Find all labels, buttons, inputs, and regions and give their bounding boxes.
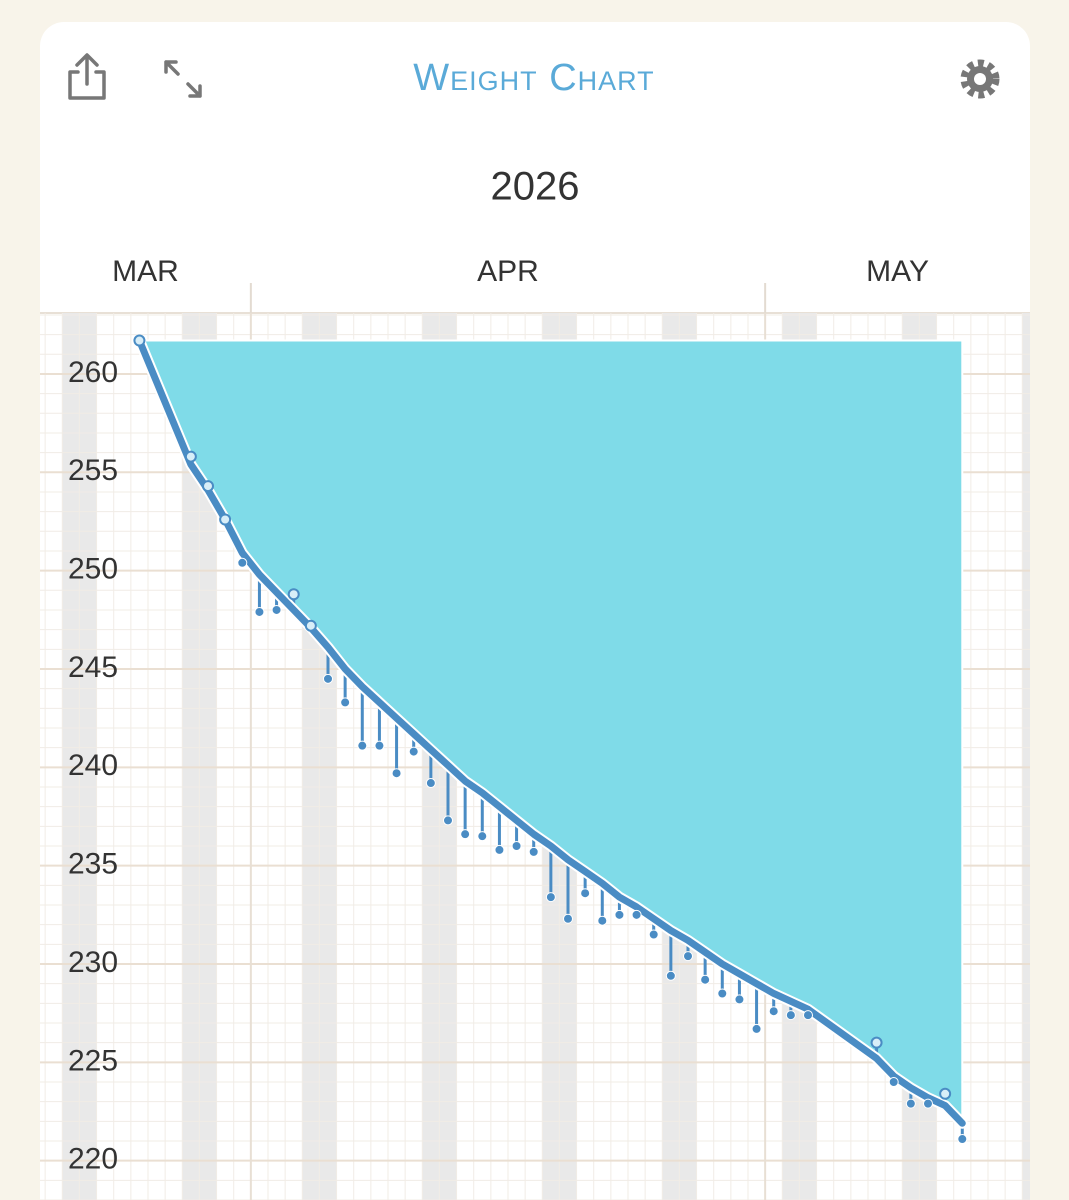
y-tick-label: 255 [68,454,118,487]
weight-point [511,840,522,851]
weight-point [683,951,693,962]
plot-area [40,313,1030,1200]
weight-point [580,888,591,899]
app-title: Weight Chart [413,57,654,99]
y-tick-label: 250 [68,553,118,586]
weight-point [545,892,556,903]
weight-point [751,1023,762,1034]
weight-point [905,1098,916,1109]
x-tick-label: MAR [112,255,179,288]
weight-point [202,480,214,493]
weight-point [304,619,317,632]
weekend-stripe [79,313,97,1200]
weight-point [391,768,402,779]
weight-point [494,844,505,855]
weight-point [425,778,436,789]
weight-point [700,974,711,985]
weight-point [219,513,232,526]
year-label: 2026 [491,165,580,209]
weight-point [340,697,351,708]
y-tick-label: 225 [68,1044,118,1077]
y-tick-label: 245 [68,651,118,684]
weight-point [254,606,265,617]
weight-point [287,588,300,601]
weekend-stripe [62,313,80,1200]
weight-point [408,746,419,757]
weight-point [923,1098,933,1109]
weight-point [803,1010,813,1021]
weight-point [665,970,676,981]
axis-labels: MAR APR MAY 220 225 230 235 240 245 250 255 260 [68,255,929,1176]
weight-point [939,1087,952,1100]
weight-point [460,829,471,840]
weight-point [237,557,248,568]
weight-point [717,988,728,999]
weekend-stripe [1022,313,1030,1200]
weight-point [443,815,453,826]
x-tick-label: APR [477,255,539,288]
settings-button[interactable] [960,59,1000,99]
weight-point [631,909,642,920]
weekend-stripe [182,313,200,1200]
weight-point [734,994,745,1005]
share-button[interactable] [68,53,106,100]
weight-point [374,740,385,751]
weight-point [614,909,625,920]
weekend-stripe [199,313,217,1200]
weight-point [648,929,659,940]
expand-button[interactable] [164,60,202,98]
y-tick-label: 220 [68,1143,118,1176]
weight-point [870,1036,883,1049]
weight-point [888,1076,899,1087]
weight-point [133,334,146,347]
weight-point [528,846,539,857]
weight-point [357,740,368,751]
weight-point [768,1006,779,1017]
weight-point [597,915,608,926]
trend-line [135,337,966,1127]
y-tick-label: 240 [68,749,118,782]
y-tick-label: 260 [68,356,118,389]
weight-point [271,604,282,615]
x-tick-label: MAY [866,255,929,288]
weight-point [477,831,488,842]
y-tick-label: 230 [68,946,118,979]
weight-point [323,673,333,684]
y-tick-label: 235 [68,848,118,881]
weight-point [563,913,573,924]
weight-point [957,1134,968,1145]
weight-point [184,450,197,463]
weight-point [785,1010,796,1021]
